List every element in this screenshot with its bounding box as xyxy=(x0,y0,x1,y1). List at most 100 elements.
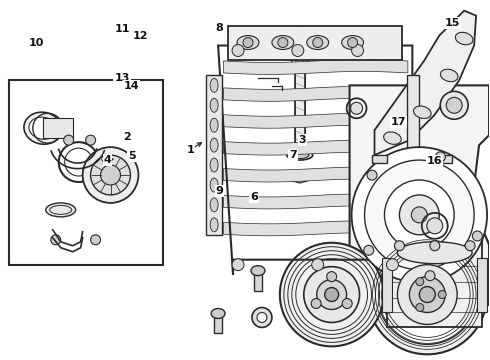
Bar xyxy=(43,118,73,138)
Circle shape xyxy=(292,45,304,57)
Circle shape xyxy=(257,312,267,323)
Ellipse shape xyxy=(342,36,364,50)
Circle shape xyxy=(325,288,339,302)
Circle shape xyxy=(252,307,272,328)
Text: 13: 13 xyxy=(114,73,130,83)
Text: 3: 3 xyxy=(299,135,306,145)
Ellipse shape xyxy=(210,98,218,112)
Circle shape xyxy=(312,259,324,271)
Polygon shape xyxy=(374,11,476,155)
Bar xyxy=(383,258,392,312)
Circle shape xyxy=(295,173,305,183)
Text: 2: 2 xyxy=(123,132,131,142)
Circle shape xyxy=(280,243,384,346)
Circle shape xyxy=(51,235,61,245)
Ellipse shape xyxy=(414,106,431,118)
Circle shape xyxy=(288,27,312,50)
Ellipse shape xyxy=(210,198,218,212)
Circle shape xyxy=(440,91,468,119)
Bar xyxy=(295,68,305,148)
Text: 14: 14 xyxy=(124,81,140,91)
Text: 16: 16 xyxy=(427,156,442,166)
Circle shape xyxy=(347,37,358,48)
Circle shape xyxy=(352,45,364,57)
Ellipse shape xyxy=(210,178,218,192)
Circle shape xyxy=(294,32,306,45)
Ellipse shape xyxy=(237,36,259,50)
Circle shape xyxy=(394,241,404,251)
Circle shape xyxy=(365,160,474,270)
Polygon shape xyxy=(349,85,489,324)
Ellipse shape xyxy=(384,132,401,144)
Circle shape xyxy=(367,170,377,180)
Circle shape xyxy=(377,245,477,345)
Circle shape xyxy=(472,231,482,241)
Ellipse shape xyxy=(397,242,472,264)
Bar xyxy=(206,75,222,235)
Ellipse shape xyxy=(24,112,62,144)
Text: 8: 8 xyxy=(216,23,223,33)
Circle shape xyxy=(100,165,121,185)
Circle shape xyxy=(387,259,398,271)
Text: 11: 11 xyxy=(114,24,130,34)
Text: 10: 10 xyxy=(28,38,44,48)
Ellipse shape xyxy=(210,158,218,172)
Bar xyxy=(371,155,388,163)
Circle shape xyxy=(317,280,346,310)
Ellipse shape xyxy=(272,36,294,50)
Text: 15: 15 xyxy=(445,18,460,28)
Circle shape xyxy=(364,245,374,255)
Circle shape xyxy=(304,267,360,323)
Circle shape xyxy=(368,235,487,354)
Bar xyxy=(388,238,482,328)
Circle shape xyxy=(311,298,321,309)
Ellipse shape xyxy=(210,78,218,92)
Text: 1: 1 xyxy=(187,144,194,154)
Text: 9: 9 xyxy=(216,186,223,196)
Text: 6: 6 xyxy=(250,192,258,202)
Ellipse shape xyxy=(307,36,329,50)
Ellipse shape xyxy=(210,138,218,152)
Circle shape xyxy=(91,155,130,195)
Circle shape xyxy=(352,147,487,283)
Ellipse shape xyxy=(210,218,218,232)
Circle shape xyxy=(416,303,424,311)
Circle shape xyxy=(416,278,424,285)
Ellipse shape xyxy=(210,118,218,132)
Ellipse shape xyxy=(287,150,313,160)
Ellipse shape xyxy=(46,203,75,217)
Circle shape xyxy=(438,291,446,298)
Circle shape xyxy=(399,195,439,235)
Ellipse shape xyxy=(211,309,225,319)
Circle shape xyxy=(64,135,74,145)
Circle shape xyxy=(446,97,462,113)
Circle shape xyxy=(289,37,295,44)
Circle shape xyxy=(297,28,303,33)
Circle shape xyxy=(232,259,244,271)
Circle shape xyxy=(419,287,435,302)
Circle shape xyxy=(397,265,457,324)
Circle shape xyxy=(427,218,443,234)
Circle shape xyxy=(342,298,352,309)
Circle shape xyxy=(409,276,445,312)
Text: 4: 4 xyxy=(103,155,111,165)
Text: 12: 12 xyxy=(132,31,148,41)
Bar xyxy=(436,155,452,163)
Bar xyxy=(228,26,402,60)
Circle shape xyxy=(91,235,100,245)
Circle shape xyxy=(465,241,475,251)
Bar xyxy=(477,258,487,312)
Bar xyxy=(254,271,262,291)
Circle shape xyxy=(430,241,440,251)
Circle shape xyxy=(425,271,435,281)
Circle shape xyxy=(412,207,427,223)
Ellipse shape xyxy=(251,266,265,276)
Circle shape xyxy=(278,37,288,48)
Circle shape xyxy=(305,37,311,44)
Text: 17: 17 xyxy=(391,117,407,127)
Ellipse shape xyxy=(291,152,309,159)
Bar xyxy=(407,75,419,225)
Text: 5: 5 xyxy=(128,150,136,161)
Circle shape xyxy=(350,102,363,114)
Circle shape xyxy=(313,37,323,48)
